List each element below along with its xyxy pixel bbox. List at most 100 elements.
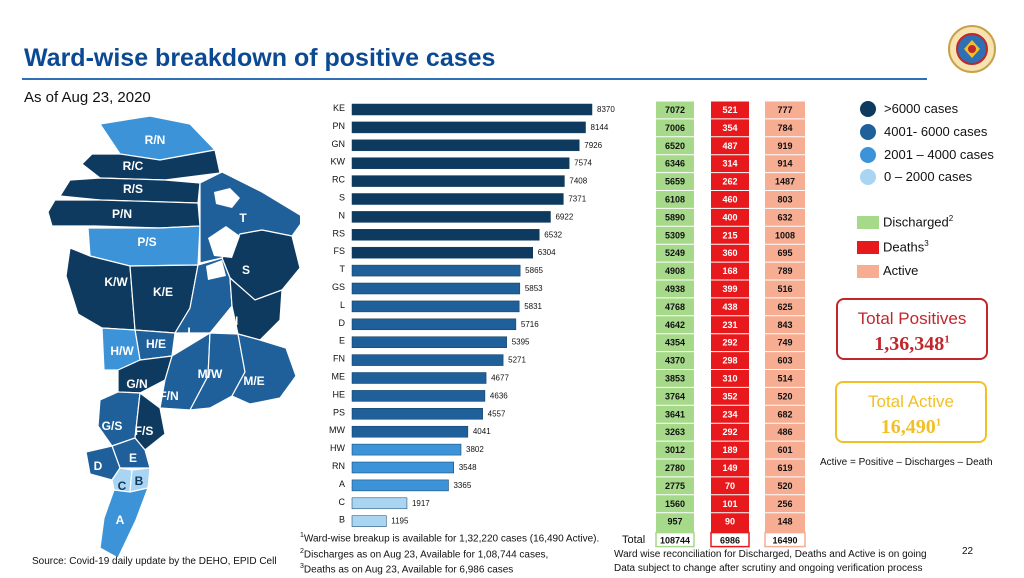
ward-label: M/W (198, 367, 223, 381)
page-title: Ward-wise breakdown of positive cases (24, 44, 496, 72)
case-bar (351, 461, 454, 474)
table-cell-discharged: 3641 (665, 409, 685, 419)
legend-swatch-icon (857, 241, 879, 254)
table-cell-discharged: 5890 (665, 212, 685, 222)
ward-n (229, 276, 283, 341)
ward-m-e (231, 333, 297, 405)
table-cell-deaths: 262 (722, 177, 737, 187)
legend-dot-icon (860, 101, 876, 117)
ward-label: C (118, 479, 127, 493)
legend-swatch-icon (857, 216, 879, 229)
case-bar (351, 425, 469, 438)
table-cell-discharged: 2780 (665, 463, 685, 473)
table-cell-active: 682 (777, 409, 792, 419)
table-cell-discharged: 957 (667, 517, 682, 527)
case-bar-value: 5271 (508, 356, 526, 365)
total-positives-box: Total Positives 1,36,3481 (836, 298, 988, 360)
table-cell-active: 803 (777, 195, 792, 205)
case-bar-value: 4636 (490, 391, 508, 400)
ward-category-label: L (340, 300, 345, 310)
table-cell-active: 914 (777, 159, 792, 169)
case-bar (351, 336, 507, 348)
table-cell-deaths: 460 (722, 195, 737, 205)
case-bar-value: 4677 (491, 374, 509, 383)
ward-label: D (94, 459, 103, 473)
mcgm-seal-logo (948, 25, 996, 73)
table-cell-active: 516 (777, 284, 792, 294)
case-bar-value: 3548 (459, 463, 477, 472)
case-bar-value: 1917 (412, 499, 430, 508)
ward-category-label: RS (332, 228, 345, 238)
table-cell-deaths: 292 (722, 338, 737, 348)
case-bar-value: 7371 (568, 195, 586, 204)
table-cell-discharged: 7072 (665, 105, 685, 115)
legend-swatch-icon (857, 265, 879, 278)
case-bar (351, 497, 408, 510)
table-cell-active: 619 (777, 463, 792, 473)
total-active-box: Total Active 16,4901 (835, 381, 987, 443)
table-cell-discharged: 3764 (665, 391, 685, 401)
table-cell-discharged: 4354 (665, 338, 685, 348)
table-cell-discharged: 1560 (665, 499, 685, 509)
table-cell-active: 603 (777, 356, 792, 366)
legend-dot-icon (860, 169, 876, 185)
case-bar (351, 157, 570, 169)
ward-f-s (134, 391, 166, 451)
case-bar (351, 264, 521, 277)
ward-category-label: A (339, 479, 345, 489)
table-cell-deaths: 189 (722, 445, 737, 455)
table-cell-deaths: 234 (722, 409, 737, 419)
table-cell-active: 749 (777, 338, 792, 348)
case-bar (351, 211, 551, 223)
table-cell-deaths: 352 (722, 391, 737, 401)
case-bar (351, 121, 586, 134)
table-cell-discharged: 6108 (665, 195, 685, 205)
table-cell-active: 601 (777, 445, 792, 455)
case-bar (351, 246, 534, 259)
ward-category-label: HE (332, 389, 345, 399)
case-bar (351, 372, 487, 384)
ward-category-label: N (339, 210, 346, 220)
case-bar-value: 6304 (538, 248, 556, 257)
case-bar (351, 408, 483, 420)
ward-category-label: PN (332, 121, 345, 131)
ward-label: E (129, 451, 137, 465)
ward-label: H/E (146, 337, 166, 351)
table-cell-discharged: 7006 (665, 123, 685, 133)
table-cell-discharged: 4642 (665, 320, 685, 330)
ward-label: R/C (123, 159, 144, 173)
table-cell-discharged: 4938 (665, 284, 685, 294)
total-positives-value: 1,36,348 (874, 333, 945, 355)
ward-category-label: RC (332, 175, 345, 185)
table-cell-discharged: 5309 (665, 230, 685, 240)
table-cell-active: 148 (777, 517, 792, 527)
table-cell-active: 486 (777, 427, 792, 437)
table-cell-deaths: 438 (722, 302, 737, 312)
case-bar (351, 318, 517, 331)
table-cell-discharged: 2775 (665, 481, 685, 491)
ward-label: G/N (126, 377, 147, 391)
table-cell-deaths: 149 (722, 463, 737, 473)
ward-category-label: KE (333, 103, 345, 113)
ward-label: R/S (123, 182, 143, 196)
ward-category-label: RN (332, 461, 345, 471)
table-cell-active: 789 (777, 266, 792, 276)
ward-category-label: KW (331, 157, 346, 167)
table-cell-active: 1487 (775, 177, 795, 187)
table-cell-discharged: 5659 (665, 177, 685, 187)
table-cell-discharged: 3853 (665, 374, 685, 384)
total-positives-label: Total Positives (857, 309, 967, 328)
case-bar-value: 4557 (488, 409, 506, 418)
ward-label: A (116, 513, 125, 527)
total-active-value: 16,490 (880, 416, 936, 438)
ward-a (99, 487, 149, 559)
table-cell-discharged: 5249 (665, 248, 685, 258)
case-bar (351, 300, 520, 313)
table-total-cell (655, 531, 695, 548)
ward-category-label: FN (333, 354, 345, 364)
footnote-3: 3Deaths as on Aug 23, Available for 6,98… (300, 563, 514, 576)
ward-label: F/N (159, 389, 178, 403)
case-bar-value: 5395 (512, 338, 530, 347)
